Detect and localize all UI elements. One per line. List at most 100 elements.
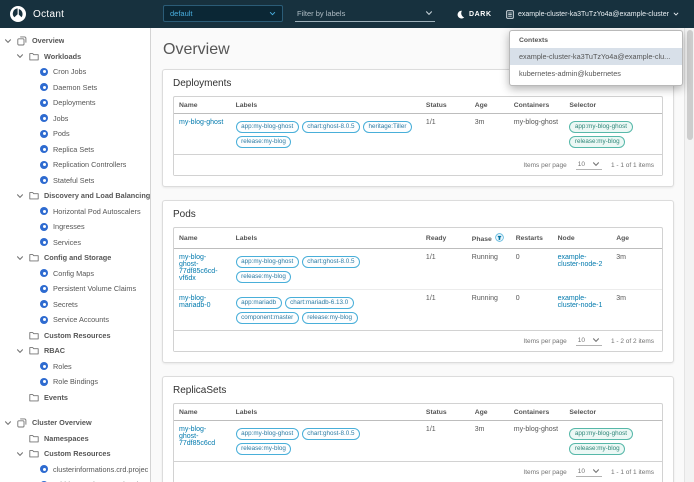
selector-chip: release:my-blog — [569, 135, 626, 148]
sidebar-item-service-accounts[interactable]: Service Accounts — [0, 312, 150, 328]
column-header-containers: Containers — [508, 404, 565, 421]
label-chip: app:mariadb — [235, 296, 282, 309]
cell-name: my-blog-ghost-77df85c6cd-vf6dx — [174, 248, 231, 290]
sidebar-item-workloads[interactable]: Workloads — [0, 49, 150, 65]
column-header-label: Name — [179, 102, 198, 109]
sidebar-item-namespaces[interactable]: Namespaces — [0, 431, 150, 447]
chevron-down-icon[interactable] — [16, 450, 24, 458]
sidebar-item-cron-jobs[interactable]: Cron Jobs — [0, 64, 150, 80]
cell-text: 3m — [474, 119, 485, 126]
name-link[interactable]: my-blog-ghost — [179, 119, 224, 126]
page-size-select[interactable]: 10 — [575, 467, 602, 477]
sidebar-item-label: Ingresses — [53, 222, 85, 232]
resource-icon — [40, 269, 48, 278]
cell-text: 1/1 — [425, 295, 436, 302]
replicasets-table: Name Labels Status Age Containers Selector my-… — [173, 403, 663, 482]
sidebar-item-role-bindings[interactable]: Role Bindings — [0, 374, 150, 390]
chevron-down-icon[interactable] — [16, 254, 24, 262]
context-option[interactable]: kubernetes-admin@kubernetes — [519, 69, 621, 78]
name-link[interactable]: my-blog-ghost-77df85c6cd — [179, 426, 216, 447]
label-chip: chart:ghost-8.0.5 — [301, 120, 361, 133]
sidebar-item-config-and-storage[interactable]: Config and Storage — [0, 250, 150, 266]
name-link[interactable]: my-blog-mariadb-0 — [179, 295, 211, 309]
column-header-label: Age — [616, 235, 630, 242]
sidebar-item-cluster-overview[interactable]: Cluster Overview — [0, 415, 150, 431]
scrollbar-thumb[interactable] — [686, 30, 693, 140]
sidebar-item-pods[interactable]: Pods — [0, 126, 150, 142]
cell-ready: 1/1 — [421, 290, 467, 331]
sidebar-item-custom-resources[interactable]: Custom Resources — [0, 446, 150, 462]
chevron-down-icon — [592, 160, 600, 168]
column-header-label: Selector — [569, 102, 597, 109]
app-title: Octant — [33, 9, 65, 20]
filter-icon[interactable] — [495, 233, 504, 244]
column-header-label: Status — [425, 102, 447, 109]
resource-icon — [40, 238, 48, 247]
sidebar-item-clusterinformations-crd-projec[interactable]: clusterinformations.crd.projec — [0, 462, 150, 478]
resource-icon — [40, 465, 48, 474]
chevron-down-icon[interactable] — [16, 52, 24, 60]
context-selector-button[interactable]: example-cluster-ka3TuTzYo4a@example-clus… — [506, 7, 679, 21]
cell-containers: my-blog-ghost — [509, 114, 565, 155]
sidebar-item-stateful-sets[interactable]: Stateful Sets — [0, 173, 150, 189]
sidebar-item-events[interactable]: Events — [0, 390, 150, 406]
folder-icon — [29, 253, 39, 262]
sidebar-item-roles[interactable]: Roles — [0, 359, 150, 375]
chevron-down-icon — [269, 10, 276, 17]
column-header-label: Name — [179, 235, 198, 242]
column-header-labels: Labels — [230, 97, 421, 114]
sidebar-item-csidrivers-csi-storage-k8s-io[interactable]: csidrivers.csi.storage.k8s.io — [0, 477, 150, 482]
sidebar-item-services[interactable]: Services — [0, 235, 150, 251]
deployments-pagination: Items per page 10 1 - 1 of 1 items — [174, 154, 662, 175]
label-chip: chart:mariadb-6.13.0 — [284, 296, 354, 309]
cell-labels: app:my-blog-ghost chart:ghost-8.0.5 herita… — [231, 114, 421, 155]
sidebar-nav: Overview Workloads Cron Jobs Daemon Sets Dep… — [0, 28, 151, 482]
chevron-down-icon[interactable] — [4, 37, 12, 45]
sidebar-item-persistent-volume-claims[interactable]: Persistent Volume Claims — [0, 281, 150, 297]
page-title: Overview — [163, 41, 230, 58]
sidebar-item-discovery-and-load-balancing[interactable]: Discovery and Load Balancing — [0, 188, 150, 204]
sidebar-item-config-maps[interactable]: Config Maps — [0, 266, 150, 282]
sidebar-item-rbac[interactable]: RBAC — [0, 343, 150, 359]
pagination-range: 1 - 2 of 2 items — [611, 337, 654, 345]
cell-restarts: 0 — [510, 248, 553, 290]
namespace-select[interactable]: default — [163, 5, 283, 22]
column-header-label: Selector — [569, 409, 597, 416]
sidebar-item-secrets[interactable]: Secrets — [0, 297, 150, 313]
cell-text: 0 — [515, 254, 520, 261]
label-filter-input[interactable]: Filter by labels — [295, 5, 435, 22]
sidebar-item-horizontal-pod-autoscalers[interactable]: Horizontal Pod Autoscalers — [0, 204, 150, 220]
sidebar-item-label: Cluster Overview — [32, 418, 92, 428]
resource-icon — [40, 67, 48, 76]
chevron-down-icon[interactable] — [16, 192, 24, 200]
column-header-containers: Containers — [508, 97, 565, 114]
node-link[interactable]: example-cluster-node-1 — [557, 295, 603, 309]
sidebar-item-replication-controllers[interactable]: Replication Controllers — [0, 157, 150, 173]
page-size-select[interactable]: 10 — [575, 336, 602, 346]
page-size-value: 10 — [577, 336, 585, 344]
sidebar-item-replica-sets[interactable]: Replica Sets — [0, 142, 150, 158]
chevron-down-icon[interactable] — [16, 347, 24, 355]
page-size-select[interactable]: 10 — [575, 160, 602, 170]
sidebar-item-overview[interactable]: Overview — [0, 33, 150, 49]
context-option-selected[interactable]: example-cluster-ka3TuTzYo4a@example-clu.… — [510, 48, 682, 65]
cell-status: 1/1 — [421, 421, 470, 462]
column-header-selector: Selector — [564, 97, 662, 114]
sidebar-item-jobs[interactable]: Jobs — [0, 111, 150, 127]
name-link[interactable]: my-blog-ghost-77df85c6cd-vf6dx — [179, 254, 218, 282]
column-header-label: Labels — [235, 102, 258, 109]
cell-text: 1/1 — [425, 426, 436, 433]
label-filter-placeholder: Filter by labels — [297, 8, 346, 18]
sidebar-item-deployments[interactable]: Deployments — [0, 95, 150, 111]
chevron-down-icon — [425, 9, 433, 17]
label-chip: app:my-blog-ghost — [235, 120, 299, 133]
page-scrollbar[interactable] — [684, 28, 694, 482]
cell-text: 0 — [515, 295, 520, 302]
theme-toggle-button[interactable]: DARK — [456, 7, 492, 21]
column-header-label: Status — [425, 409, 447, 416]
sidebar-item-custom-resources[interactable]: Custom Resources — [0, 328, 150, 344]
sidebar-item-ingresses[interactable]: Ingresses — [0, 219, 150, 235]
node-link[interactable]: example-cluster-node-2 — [557, 254, 603, 268]
sidebar-item-daemon-sets[interactable]: Daemon Sets — [0, 80, 150, 96]
chevron-down-icon[interactable] — [4, 419, 12, 427]
